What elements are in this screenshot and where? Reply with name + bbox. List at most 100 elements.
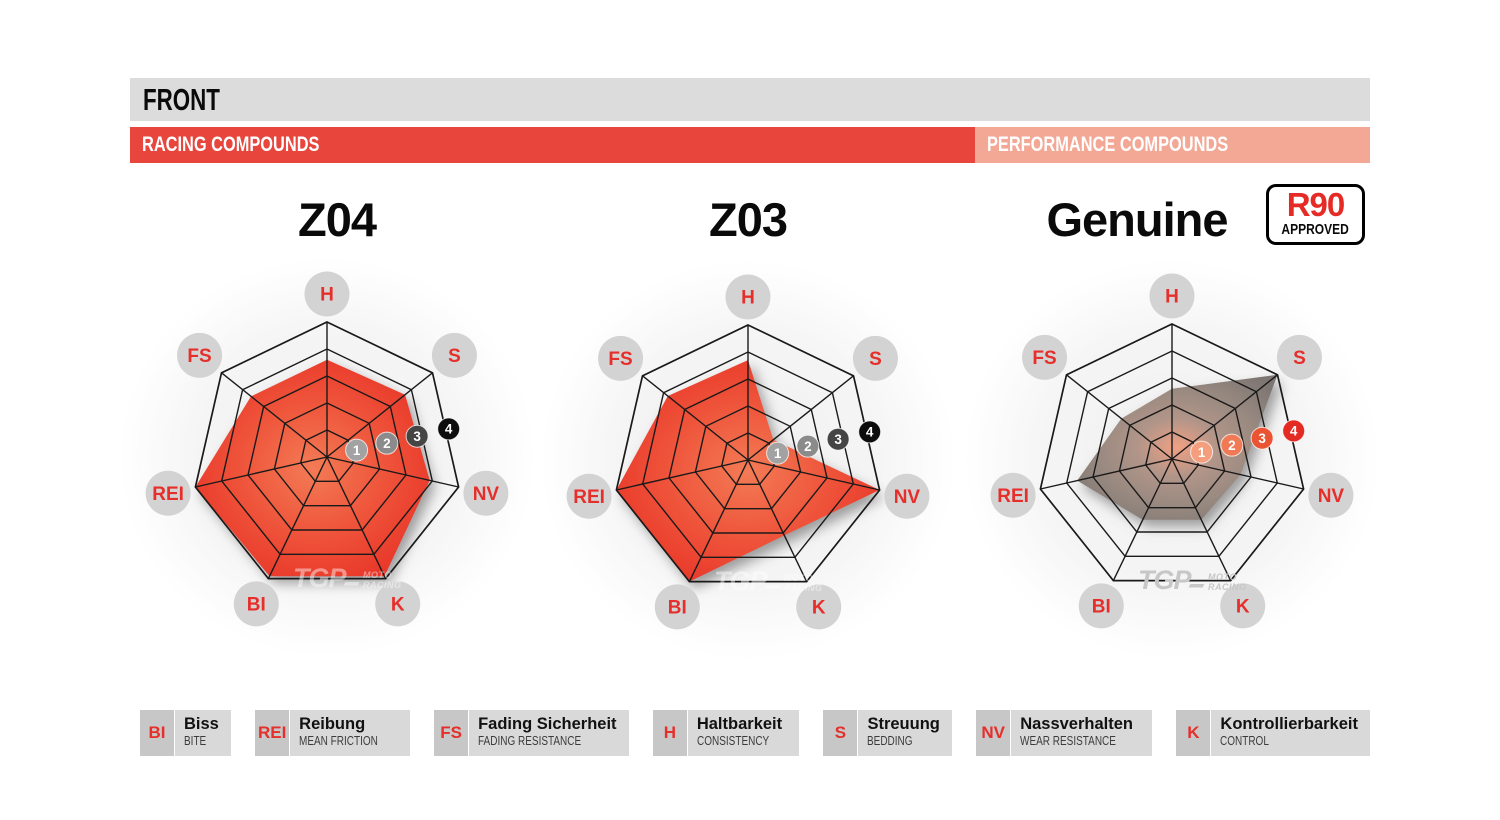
svg-text:2: 2 — [804, 439, 812, 454]
radar-grid — [615, 324, 881, 583]
svg-text:FS: FS — [187, 346, 211, 367]
legend-german-label: Nassverhalten — [1020, 715, 1133, 733]
scale-badge-4: 4 — [437, 417, 461, 441]
svg-text:REI: REI — [573, 487, 605, 508]
axis-label-H: H — [304, 271, 350, 317]
svg-text:BI: BI — [1092, 596, 1111, 617]
scale-badge-4: 4 — [858, 420, 882, 444]
scale-badge-4: 4 — [1282, 419, 1306, 443]
legend-item-S: S Streuung BEDDING — [823, 710, 952, 756]
racing-compounds-label: RACING COMPOUNDS — [142, 133, 320, 156]
radar-area-Z03 — [616, 360, 880, 582]
legend-item-BI: BI Biss BITE — [140, 710, 231, 756]
svg-text:4: 4 — [866, 425, 874, 440]
legend-english-label: MEAN FRICTION — [299, 734, 379, 748]
svg-text:2: 2 — [383, 436, 391, 451]
scale-badge-2: 2 — [1220, 433, 1244, 457]
radar-chart-wrap-z04: 1 2 3 4 H S NV K BI REI FS TGP MOTO RACING — [92, 257, 562, 697]
compound-title-genuine: Genuine — [1046, 193, 1228, 246]
svg-text:TGP: TGP — [1138, 565, 1192, 595]
legend-german-label: Haltbarkeit — [696, 715, 783, 733]
r90-label: R90 — [1286, 186, 1346, 223]
svg-text:S: S — [448, 346, 461, 367]
scale-badge-1: 1 — [345, 438, 369, 462]
legend-abbr-FS: FS — [434, 710, 469, 756]
axis-label-H: H — [725, 274, 771, 320]
svg-text:2: 2 — [1228, 438, 1236, 453]
svg-text:H: H — [741, 288, 755, 309]
legend-item-NV: NV Nassverhalten WEAR RESISTANCE — [976, 710, 1153, 756]
legend-item-FS: FS Fading Sicherheit FADING RESISTANCE — [434, 710, 629, 756]
svg-text:4: 4 — [445, 422, 453, 437]
svg-text:K: K — [1236, 596, 1250, 617]
legend-text-K: Kontrollierbarkeit CONTROL — [1211, 710, 1370, 756]
legend-german-label: Fading Sicherheit — [478, 715, 617, 733]
radar-chart-wrap-genuine: 1 2 3 4 H S NV K BI REI FS TGP MOTO RACING — [937, 259, 1407, 699]
axis-label-FS: FS — [598, 335, 644, 381]
racing-compounds-segment: RACING COMPOUNDS — [130, 127, 975, 163]
svg-text:MOTO: MOTO — [363, 570, 392, 580]
legend-english-label: WEAR RESISTANCE — [1020, 734, 1117, 748]
radar-area-Genuine — [1077, 374, 1278, 520]
r90-approved-badge: R90 APPROVED — [1266, 184, 1365, 245]
svg-text:K: K — [391, 594, 405, 615]
scale-badge-2: 2 — [375, 431, 399, 455]
legend-english-label: CONSISTENCY — [696, 734, 770, 748]
legend-text-BI: Biss BITE — [175, 710, 231, 756]
legend-abbr-REI: REI — [255, 710, 290, 756]
svg-text:1: 1 — [1198, 445, 1206, 460]
axis-label-H: H — [1149, 273, 1195, 319]
legend-item-H: H Haltbarkeit CONSISTENCY — [652, 710, 800, 756]
axis-label-REI: REI — [566, 473, 612, 519]
svg-text:RACING: RACING — [784, 583, 823, 593]
compound-title-z03: Z03 — [709, 193, 788, 246]
legend-item-K: K Kontrollierbarkeit CONTROL — [1176, 710, 1370, 756]
svg-text:1: 1 — [774, 446, 782, 461]
svg-text:NV: NV — [1318, 486, 1345, 507]
svg-text:K: K — [812, 597, 826, 618]
svg-text:H: H — [320, 285, 334, 306]
radar-grid — [1039, 323, 1305, 582]
svg-text:BI: BI — [668, 597, 687, 618]
legend-german-label: Streuung — [867, 715, 940, 733]
scale-badge-1: 1 — [1190, 440, 1214, 464]
axis-label-BI: BI — [233, 581, 279, 627]
axis-label-S: S — [852, 335, 898, 381]
performance-compounds-segment: PERFORMANCE COMPOUNDS — [975, 127, 1370, 163]
scale-badge-3: 3 — [1250, 426, 1274, 450]
legend-abbr-BI: BI — [140, 710, 174, 756]
svg-text:NV: NV — [473, 484, 500, 505]
axis-label-REI: REI — [990, 472, 1036, 518]
front-header-bar: FRONT — [130, 78, 1370, 121]
legend-text-REI: Reibung MEAN FRICTION — [290, 710, 410, 756]
scale-badge-3: 3 — [826, 427, 850, 451]
svg-text:S: S — [1293, 348, 1306, 369]
axis-label-FS: FS — [1022, 334, 1068, 380]
page-title: FRONT — [143, 81, 220, 117]
legend-abbr-K: K — [1176, 710, 1211, 756]
svg-text:3: 3 — [834, 432, 842, 447]
svg-text:NV: NV — [894, 487, 921, 508]
legend-text-FS: Fading Sicherheit FADING RESISTANCE — [469, 710, 629, 756]
legend-english-label: BEDDING — [867, 734, 914, 748]
svg-text:TGP: TGP — [293, 563, 347, 593]
svg-text:REI: REI — [152, 484, 184, 505]
svg-text:RACING: RACING — [1208, 582, 1247, 592]
svg-text:REI: REI — [997, 486, 1029, 507]
svg-text:TGP: TGP — [714, 566, 768, 596]
scale-badge-3: 3 — [405, 424, 429, 448]
svg-text:4: 4 — [1290, 424, 1298, 439]
axis-label-REI: REI — [145, 470, 191, 516]
axis-label-NV: NV — [884, 473, 930, 519]
legend-german-label: Kontrollierbarkeit — [1220, 715, 1358, 733]
legend-abbr-S: S — [823, 710, 858, 756]
axis-label-K: K — [796, 584, 842, 630]
svg-text:H: H — [1165, 287, 1179, 308]
svg-text:FS: FS — [1032, 348, 1056, 369]
legend-english-label: CONTROL — [1220, 734, 1270, 748]
approved-label: APPROVED — [1281, 221, 1350, 238]
